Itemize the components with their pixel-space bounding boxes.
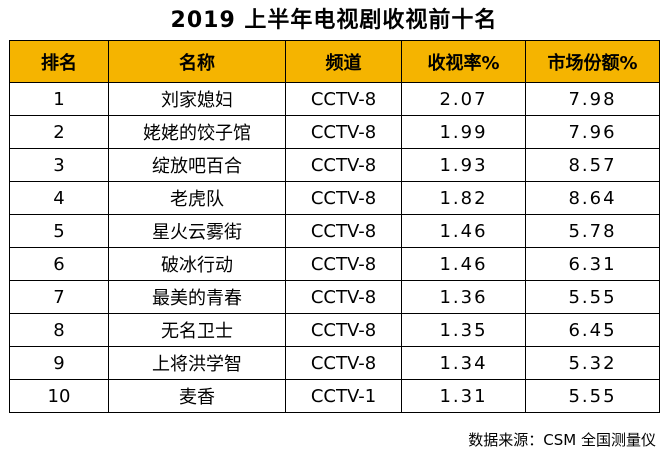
channel-cell: CCTV-1 <box>285 379 402 413</box>
channel-cell: CCTV-8 <box>285 346 402 380</box>
rating-cell: 1.99 <box>401 115 526 149</box>
rating-cell: 1.46 <box>401 214 526 248</box>
ranking-table: 排名 名称 频道 收视率% 市场份额% 1 刘家媳妇 CCTV-8 2.07 7… <box>9 40 660 413</box>
rating-cell: 1.82 <box>401 181 526 215</box>
page-title: 2019 上半年电视剧收视前十名 <box>170 8 498 33</box>
header-rating: 收视率% <box>401 40 526 83</box>
rank-cell: 9 <box>9 346 109 380</box>
rank-cell: 2 <box>9 115 109 149</box>
rating-cell: 1.93 <box>401 148 526 182</box>
channel-cell: CCTV-8 <box>285 313 402 347</box>
rank-cell: 6 <box>9 247 109 281</box>
channel-cell: CCTV-8 <box>285 247 402 281</box>
rating-cell: 1.34 <box>401 346 526 380</box>
share-cell: 8.64 <box>525 181 660 215</box>
rating-cell: 1.35 <box>401 313 526 347</box>
name-cell: 上将洪学智 <box>108 346 286 380</box>
table-row: 1 刘家媳妇 CCTV-8 2.07 7.98 <box>9 82 660 116</box>
rank-cell: 5 <box>9 214 109 248</box>
header-channel: 频道 <box>285 40 402 83</box>
share-cell: 8.57 <box>525 148 660 182</box>
table-row: 7 最美的青春 CCTV-8 1.36 5.55 <box>9 280 660 314</box>
rating-cell: 1.36 <box>401 280 526 314</box>
rank-cell: 1 <box>9 82 109 116</box>
header-share: 市场份额% <box>525 40 660 83</box>
name-cell: 最美的青春 <box>108 280 286 314</box>
table-row: 3 绽放吧百合 CCTV-8 1.93 8.57 <box>9 148 660 182</box>
share-cell: 5.55 <box>525 280 660 314</box>
rating-cell: 1.46 <box>401 247 526 281</box>
name-cell: 老虎队 <box>108 181 286 215</box>
rank-cell: 3 <box>9 148 109 182</box>
rank-cell: 4 <box>9 181 109 215</box>
table-row: 8 无名卫士 CCTV-8 1.35 6.45 <box>9 313 660 347</box>
table-row: 2 姥姥的饺子馆 CCTV-8 1.99 7.96 <box>9 115 660 149</box>
table-header-row: 排名 名称 频道 收视率% 市场份额% <box>9 40 660 83</box>
table-row: 10 麦香 CCTV-1 1.31 5.55 <box>9 379 660 413</box>
name-cell: 绽放吧百合 <box>108 148 286 182</box>
table-row: 4 老虎队 CCTV-8 1.82 8.64 <box>9 181 660 215</box>
table-row: 9 上将洪学智 CCTV-8 1.34 5.32 <box>9 346 660 380</box>
name-cell: 无名卫士 <box>108 313 286 347</box>
share-cell: 6.31 <box>525 247 660 281</box>
name-cell: 刘家媳妇 <box>108 82 286 116</box>
table-row: 6 破冰行动 CCTV-8 1.46 6.31 <box>9 247 660 281</box>
name-cell: 破冰行动 <box>108 247 286 281</box>
channel-cell: CCTV-8 <box>285 181 402 215</box>
share-cell: 5.78 <box>525 214 660 248</box>
table-row: 5 星火云雾街 CCTV-8 1.46 5.78 <box>9 214 660 248</box>
rank-cell: 7 <box>9 280 109 314</box>
share-cell: 5.55 <box>525 379 660 413</box>
rank-cell: 8 <box>9 313 109 347</box>
header-rank: 排名 <box>9 40 109 83</box>
channel-cell: CCTV-8 <box>285 148 402 182</box>
share-cell: 6.45 <box>525 313 660 347</box>
share-cell: 7.96 <box>525 115 660 149</box>
header-name: 名称 <box>108 40 286 83</box>
rating-cell: 2.07 <box>401 82 526 116</box>
share-cell: 7.98 <box>525 82 660 116</box>
channel-cell: CCTV-8 <box>285 280 402 314</box>
name-cell: 星火云雾街 <box>108 214 286 248</box>
name-cell: 麦香 <box>108 379 286 413</box>
channel-cell: CCTV-8 <box>285 214 402 248</box>
name-cell: 姥姥的饺子馆 <box>108 115 286 149</box>
rating-cell: 1.31 <box>401 379 526 413</box>
rank-cell: 10 <box>9 379 109 413</box>
channel-cell: CCTV-8 <box>285 82 402 116</box>
data-source-note: 数据来源：CSM 全国测量仪 <box>468 431 656 449</box>
share-cell: 5.32 <box>525 346 660 380</box>
channel-cell: CCTV-8 <box>285 115 402 149</box>
